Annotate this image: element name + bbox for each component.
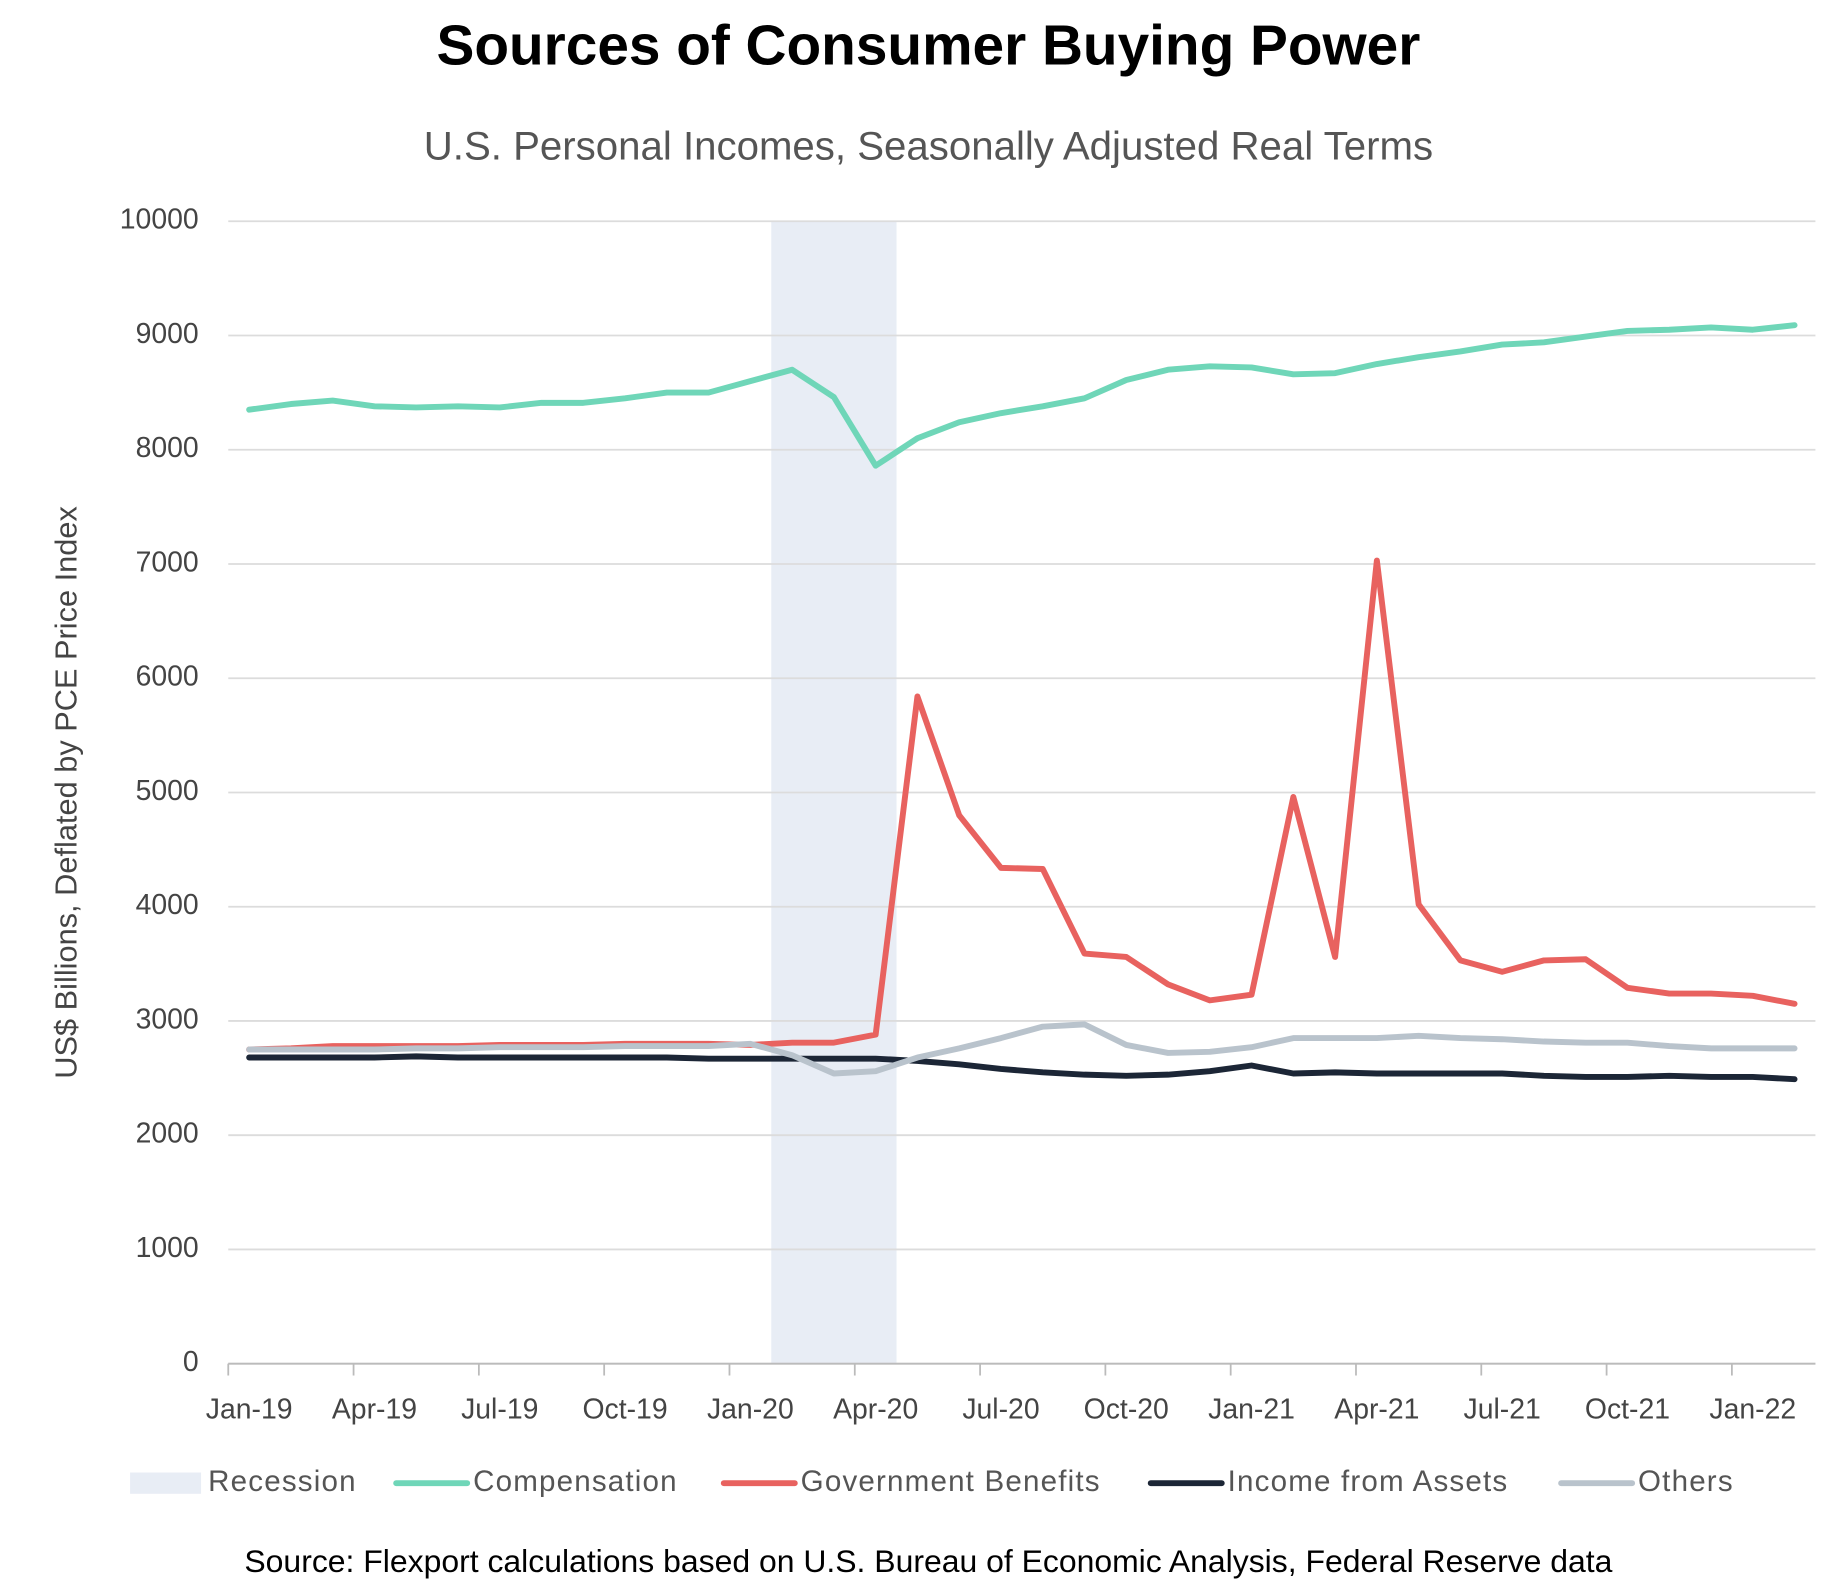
source-note: Source: Flexport calculations based on U… bbox=[244, 1543, 1612, 1579]
x-tick-label: Jul-21 bbox=[1464, 1394, 1541, 1426]
series-line bbox=[246, 1021, 1798, 1077]
x-tick-label: Apr-20 bbox=[833, 1394, 918, 1426]
y-tick-label: 5000 bbox=[136, 775, 199, 807]
legend-label: Government Benefits bbox=[801, 1465, 1101, 1498]
y-tick-label: 9000 bbox=[136, 318, 199, 350]
x-tick-label: Oct-20 bbox=[1084, 1394, 1169, 1426]
series-line bbox=[246, 557, 1798, 1053]
y-tick-label: 1000 bbox=[136, 1232, 199, 1264]
x-tick-label: Jan-19 bbox=[206, 1394, 293, 1426]
series-line bbox=[246, 1053, 1798, 1083]
x-tick-label: Jan-20 bbox=[707, 1394, 794, 1426]
y-axis-label: US$ Billions, Deflated by PCE Price Inde… bbox=[49, 506, 84, 1079]
y-tick-label: 4000 bbox=[136, 889, 199, 921]
y-tick-label: 0 bbox=[183, 1346, 199, 1378]
legend-label: Compensation bbox=[473, 1465, 678, 1498]
x-tick-label: Apr-21 bbox=[1334, 1394, 1419, 1426]
x-tick-label: Oct-19 bbox=[582, 1394, 667, 1426]
legend-swatch bbox=[130, 1472, 202, 1494]
legend-label: Income from Assets bbox=[1228, 1465, 1509, 1498]
legend-label: Recession bbox=[208, 1465, 357, 1498]
y-tick-label: 8000 bbox=[136, 432, 199, 464]
y-tick-label: 3000 bbox=[136, 1003, 199, 1035]
chart-subtitle: U.S. Personal Incomes, Seasonally Adjust… bbox=[424, 124, 1433, 169]
legend-label: Others bbox=[1638, 1465, 1734, 1498]
y-tick-label: 7000 bbox=[136, 546, 199, 578]
y-tick-label: 2000 bbox=[136, 1118, 199, 1150]
x-tick-label: Apr-19 bbox=[332, 1394, 417, 1426]
y-tick-label: 10000 bbox=[120, 204, 199, 236]
x-tick-label: Jan-22 bbox=[1709, 1394, 1796, 1426]
series-line bbox=[246, 322, 1798, 469]
y-tick-label: 6000 bbox=[136, 661, 199, 693]
x-tick-label: Oct-21 bbox=[1585, 1394, 1670, 1426]
chart-title: Sources of Consumer Buying Power bbox=[436, 15, 1420, 78]
x-tick-label: Jul-19 bbox=[461, 1394, 538, 1426]
x-tick-label: Jan-21 bbox=[1208, 1394, 1295, 1426]
x-tick-label: Jul-20 bbox=[962, 1394, 1039, 1426]
